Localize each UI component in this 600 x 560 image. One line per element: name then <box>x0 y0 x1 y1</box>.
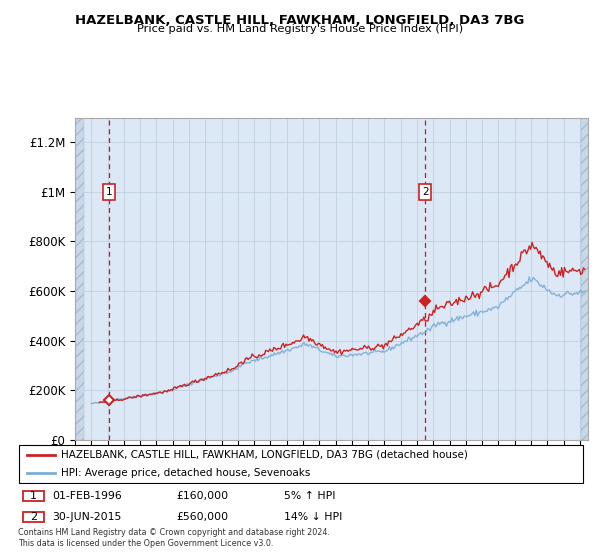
Bar <box>581 118 589 440</box>
Text: HPI: Average price, detached house, Sevenoaks: HPI: Average price, detached house, Seve… <box>61 468 310 478</box>
FancyBboxPatch shape <box>23 491 44 501</box>
Text: Contains HM Land Registry data © Crown copyright and database right 2024.
This d: Contains HM Land Registry data © Crown c… <box>18 528 330 548</box>
Text: £160,000: £160,000 <box>177 491 229 501</box>
Text: 5% ↑ HPI: 5% ↑ HPI <box>284 491 336 501</box>
Text: £560,000: £560,000 <box>177 512 229 522</box>
Text: 30-JUN-2015: 30-JUN-2015 <box>52 512 121 522</box>
FancyBboxPatch shape <box>23 512 44 522</box>
Text: 14% ↓ HPI: 14% ↓ HPI <box>284 512 343 522</box>
FancyBboxPatch shape <box>19 445 583 483</box>
Text: 01-FEB-1996: 01-FEB-1996 <box>52 491 122 501</box>
Text: Price paid vs. HM Land Registry's House Price Index (HPI): Price paid vs. HM Land Registry's House … <box>137 24 463 34</box>
Bar <box>75 118 84 440</box>
Text: HAZELBANK, CASTLE HILL, FAWKHAM, LONGFIELD, DA3 7BG: HAZELBANK, CASTLE HILL, FAWKHAM, LONGFIE… <box>76 14 524 27</box>
Text: 1: 1 <box>30 491 37 501</box>
Text: 2: 2 <box>422 187 428 197</box>
Text: 1: 1 <box>106 187 112 197</box>
Text: 2: 2 <box>30 512 37 522</box>
Text: HAZELBANK, CASTLE HILL, FAWKHAM, LONGFIELD, DA3 7BG (detached house): HAZELBANK, CASTLE HILL, FAWKHAM, LONGFIE… <box>61 450 467 460</box>
